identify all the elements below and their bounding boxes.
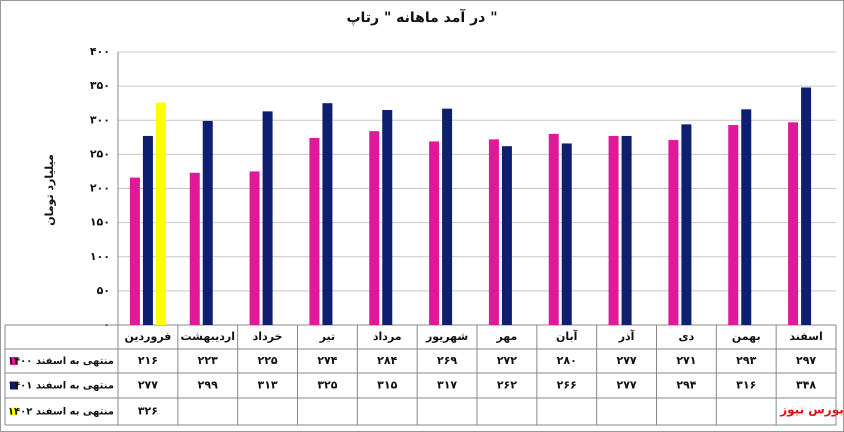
table-value: ۳۲۶: [138, 405, 158, 418]
x-tick-label: مرداد: [373, 330, 402, 343]
y-tick-label: ۱۵۰: [90, 216, 110, 229]
legend-swatch: [10, 407, 18, 416]
table-value: ۲۸۴: [377, 354, 397, 367]
table-value: ۳۱۳: [258, 379, 278, 392]
chart-title: در آمد ماهانه " رتاپ ": [346, 8, 497, 26]
y-tick-label: ۳۵۰: [90, 79, 110, 92]
table-value: ۲۹۹: [198, 379, 218, 392]
table-value: ۲۲۳: [198, 354, 218, 367]
bar: [561, 143, 572, 325]
x-tick-label: بهمن: [732, 330, 761, 343]
y-tick-label: ۲۰۰: [90, 182, 110, 195]
legend-swatch: [10, 357, 18, 365]
table-value: ۲۷۷: [617, 379, 637, 392]
table-value: ۳۲۵: [317, 379, 337, 392]
bar: [608, 135, 619, 325]
bar: [501, 146, 512, 325]
bar: [488, 139, 499, 325]
table-value: ۲۶۶: [557, 379, 577, 392]
x-tick-label: شهریور: [425, 330, 468, 343]
legend-label: منتهی به اسفند ۱۴۰۱: [8, 381, 114, 392]
table-value: ۲۸۰: [557, 354, 577, 367]
bar: [621, 135, 632, 325]
bar: [249, 171, 260, 325]
bar: [681, 124, 692, 325]
bar: [322, 103, 333, 325]
table-value: ۳۱۶: [736, 379, 756, 392]
table-value: ۲۲۵: [258, 354, 278, 367]
bar: [548, 133, 559, 325]
x-tick-label: مهر: [495, 330, 517, 343]
legend-label: منتهی به اسفند ۱۴۰۰: [8, 356, 114, 367]
x-tick-label: آبان: [556, 329, 578, 343]
table-value: ۲۹۴: [676, 379, 696, 392]
bar: [429, 141, 440, 325]
x-tick-label: تیر: [319, 330, 335, 343]
bar: [189, 172, 200, 325]
y-tick-label: ۴۰۰: [90, 45, 110, 58]
x-tick-label: فروردین: [124, 330, 171, 343]
bar: [202, 120, 213, 326]
y-axis-label: میلیارد تومان: [43, 154, 56, 226]
x-tick-label: آذر: [618, 329, 635, 343]
legend-label: منتهی به اسفند ۱۴۰۲: [8, 407, 114, 418]
table-value: ۲۶۹: [437, 354, 457, 367]
bar: [788, 122, 799, 325]
x-tick-label: اسفند: [789, 330, 822, 343]
bar: [442, 108, 453, 326]
bar: [369, 131, 380, 325]
table-value: ۳۱۵: [377, 379, 397, 392]
table-value: ۲۹۷: [796, 354, 816, 367]
bar: [262, 111, 273, 325]
table-value: ۲۷۷: [617, 354, 637, 367]
legend-swatch: [10, 381, 18, 390]
table-value: ۲۷۴: [317, 354, 337, 367]
x-tick-label: خرداد: [253, 330, 283, 343]
bar: [741, 109, 752, 325]
table-value: ۲۹۳: [736, 354, 756, 367]
table-value: ۲۷۱: [676, 354, 696, 367]
table-value: ۲۷۷: [138, 379, 158, 392]
bar: [309, 137, 320, 325]
table-value: ۲۱۶: [138, 354, 158, 367]
bar: [801, 87, 812, 326]
table-value: ۳۴۸: [796, 379, 816, 392]
bar: [142, 135, 153, 325]
y-tick-label: ۲۵۰: [90, 147, 110, 160]
y-tick-label: ۱۰۰: [90, 250, 110, 263]
x-tick-label: دی: [679, 330, 695, 343]
bar: [129, 177, 140, 325]
table-value: ۳۱۷: [437, 379, 457, 392]
bar: [155, 102, 166, 325]
bar: [728, 125, 739, 325]
y-tick-label: ۵۰: [97, 284, 110, 297]
table-value: ۲۷۲: [497, 354, 517, 367]
table-value: ۲۶۲: [497, 379, 517, 392]
bar: [382, 110, 393, 325]
bar: [668, 140, 679, 325]
watermark: بورس نیوز: [779, 403, 844, 418]
x-tick-label: اردیبهشت: [181, 330, 235, 343]
y-tick-label: ۳۰۰: [90, 113, 110, 126]
